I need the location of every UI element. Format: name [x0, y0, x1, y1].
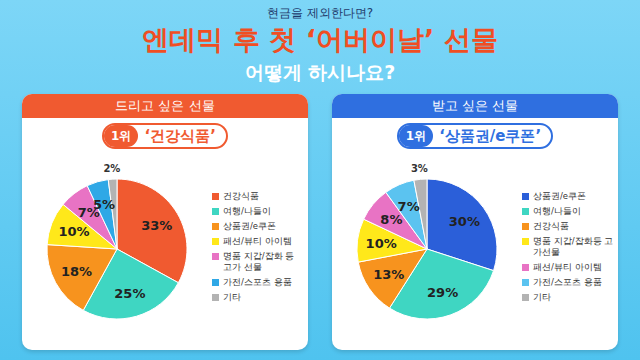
svg-text:10%: 10% — [58, 224, 89, 239]
html-text:명품 지갑/잡화 등 고가 선물: 명품 지갑/잡화 등 고가 선물 — [223, 251, 295, 272]
html-text:패션/뷰티 아이템: 패션/뷰티 아이템 — [223, 236, 292, 246]
svg-text:18%: 18% — [61, 264, 92, 279]
html-text:건강식품: 건강식품 — [223, 191, 259, 201]
html-text:패션/뷰티 아이템: 패션/뷰티 아이템 — [533, 262, 602, 272]
html-text:건강식품: 건강식품 — [533, 221, 569, 231]
html-text:어떻게 하시나요?: 어떻게 하시나요? — [244, 61, 396, 83]
svg-text:25%: 25% — [114, 286, 145, 301]
html-text:기타: 기타 — [533, 292, 551, 302]
html-text:명품 지갑/잡화등 고가선물: 명품 지갑/잡화등 고가선물 — [533, 236, 614, 257]
html-text:기타: 기타 — [223, 292, 241, 302]
html-text:현금을 제외한다면?: 현금을 제외한다면? — [266, 6, 374, 20]
html-text:1위: 1위 — [405, 129, 427, 143]
svg-text:2%: 2% — [103, 163, 120, 174]
html-text:상품권/e쿠폰: 상품권/e쿠폰 — [223, 221, 277, 231]
html-text:받고 싶은 선물: 받고 싶은 선물 — [431, 98, 519, 113]
html-text:드리고 싶은 선물: 드리고 싶은 선물 — [115, 98, 215, 113]
svg-text:3%: 3% — [411, 163, 428, 174]
svg-text:29%: 29% — [427, 285, 458, 300]
svg-text:7%: 7% — [77, 205, 100, 220]
svg-text:30%: 30% — [449, 214, 480, 229]
html-text:1위: 1위 — [111, 129, 132, 143]
html-text:가전/스포츠 용품: 가전/스포츠 용품 — [533, 277, 602, 287]
svg-text:33%: 33% — [141, 218, 172, 233]
svg-text:8%: 8% — [380, 212, 402, 227]
html-text:‘건강식품’: ‘건강식품’ — [144, 126, 216, 145]
html-text:여행/나들이: 여행/나들이 — [533, 206, 581, 216]
html-text:‘상품권/e쿠폰’: ‘상품권/e쿠폰’ — [439, 126, 542, 145]
svg-text:5%: 5% — [93, 197, 115, 212]
html-text:상품권/e쿠폰: 상품권/e쿠폰 — [533, 191, 587, 201]
html-text:엔데믹 후 첫 ‘어버이날’ 선물: 엔데믹 후 첫 ‘어버이날’ 선물 — [142, 24, 498, 55]
svg-text:10%: 10% — [366, 236, 397, 251]
html-text:여행/나들이: 여행/나들이 — [223, 206, 271, 216]
svg-text:13%: 13% — [373, 267, 404, 282]
svg-text:7%: 7% — [398, 199, 420, 214]
html-text:가전/스포츠 용품: 가전/스포츠 용품 — [223, 277, 292, 287]
